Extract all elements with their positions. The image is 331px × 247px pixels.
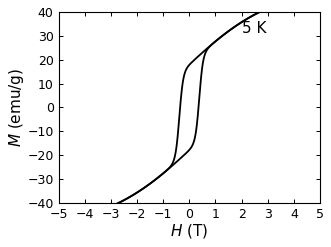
- X-axis label: $\it{H}$ (T): $\it{H}$ (T): [170, 222, 209, 240]
- Text: 5 K: 5 K: [242, 21, 266, 37]
- Y-axis label: $\it{M}$ (emu/g): $\it{M}$ (emu/g): [7, 68, 26, 147]
